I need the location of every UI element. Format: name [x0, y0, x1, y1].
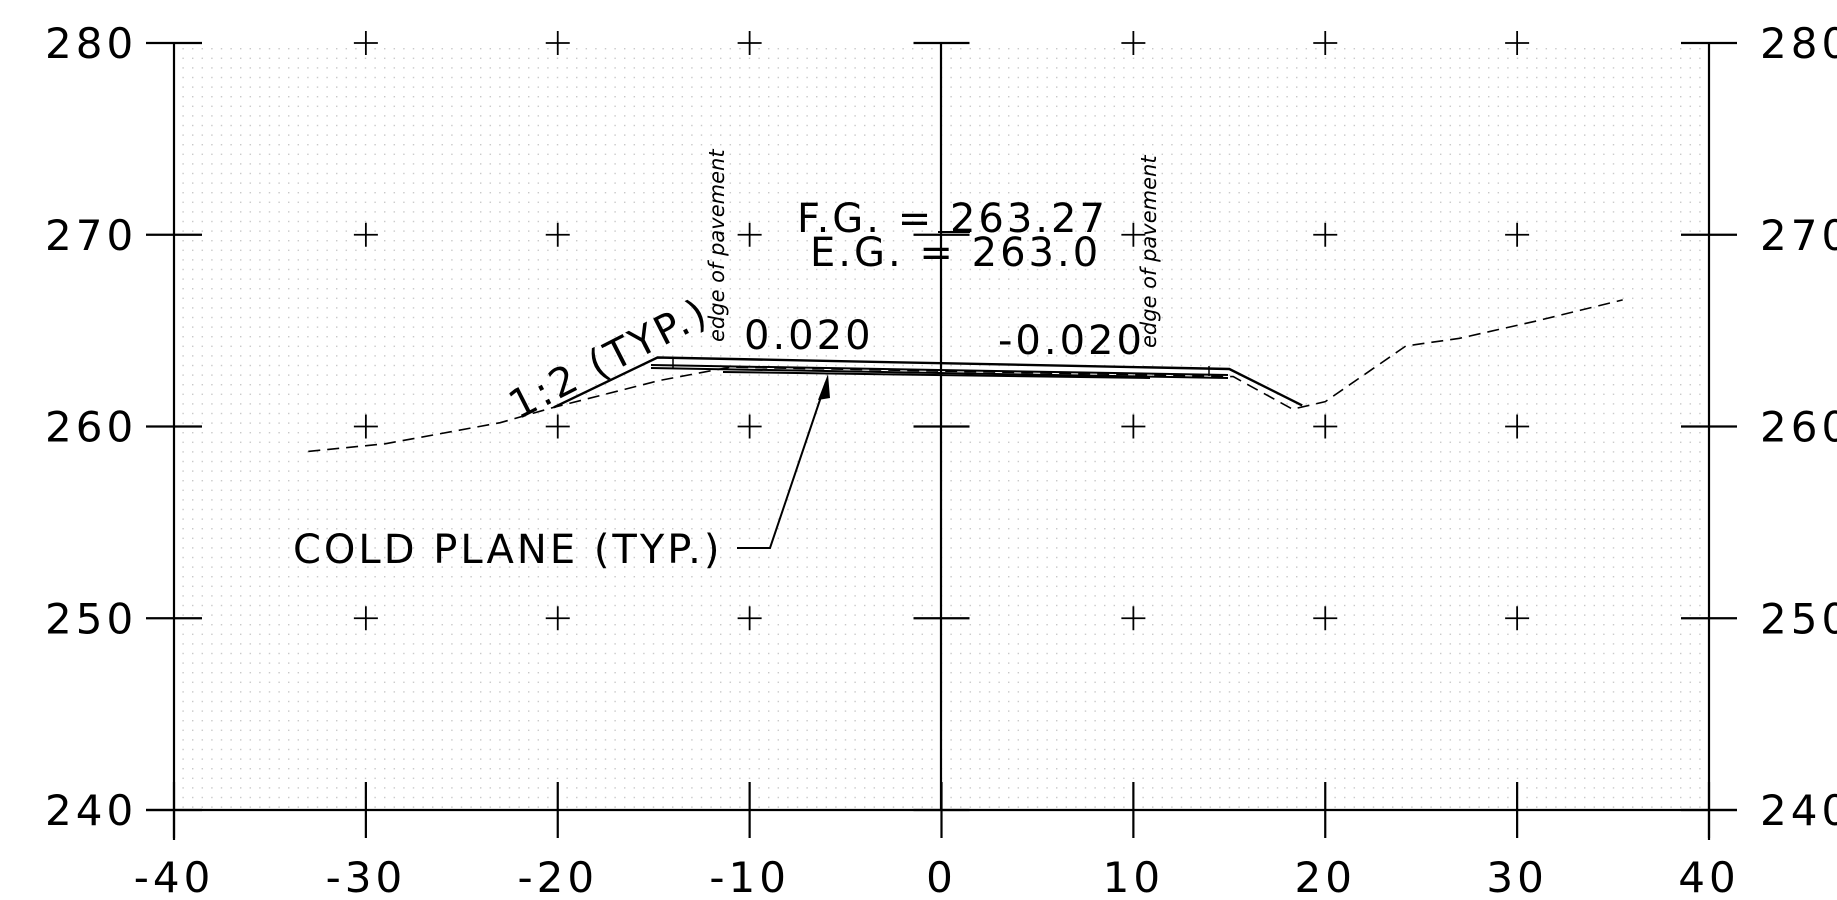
grid-crosses [353, 31, 1530, 631]
pavement-layer-2 [650, 367, 1229, 379]
callout-leader [737, 381, 827, 549]
callout-label: COLD PLANE (TYP.) [293, 527, 723, 573]
x-tick-label: 40 [1678, 853, 1739, 900]
y-tick-label-right: 240 [1760, 786, 1837, 835]
y-tick-label-right: 250 [1760, 594, 1837, 643]
x-tick-label: 30 [1486, 853, 1547, 900]
existing-grade-label: E.G. = 263.0 [810, 230, 1101, 276]
y-tick-label-left: 270 [45, 211, 137, 260]
cross-slope-left-label: 0.020 [744, 313, 874, 359]
y-tick-label-right: 270 [1760, 211, 1837, 260]
x-tick-label: -30 [326, 853, 407, 900]
x-tick-label: 10 [1103, 853, 1164, 900]
y-tick-label-right: 260 [1760, 403, 1837, 452]
y-tick-label-right: 280 [1760, 19, 1837, 68]
y-tick-label-left: 240 [45, 786, 137, 835]
existing-grade-line [308, 299, 1623, 453]
finished-grade-label: F.G. = 263.27 [797, 196, 1108, 242]
finished-grade-line [553, 356, 1303, 409]
x-tick-label: 20 [1295, 853, 1356, 900]
cross-slope-right-label: -0.020 [998, 318, 1145, 364]
callout-arrowhead [818, 374, 830, 400]
x-tick-label: -10 [709, 853, 790, 900]
cold-plane-line [722, 371, 1151, 379]
x-tick-label: -20 [517, 853, 598, 900]
y-tick-label-left: 280 [45, 19, 137, 68]
pavement-layer-1 [650, 364, 1229, 376]
x-tick-label: 0 [926, 853, 957, 900]
y-tick-label-left: 260 [45, 403, 137, 452]
x-tick-label: -40 [134, 853, 215, 900]
edge-of-pavement-left-label: edge of pavement [705, 149, 729, 342]
x-tick-labels: -40 -30 -20 -10 0 10 20 30 40 [134, 853, 1739, 900]
y-tick-label-left: 250 [45, 594, 137, 643]
tick-marks [146, 41, 1737, 838]
finished-grade-section [553, 356, 1303, 409]
edge-of-pavement-right-label: edge of pavement [1137, 155, 1161, 348]
y-tick-labels: 240 240 250 250 260 260 270 270 280 280 [45, 19, 1837, 835]
